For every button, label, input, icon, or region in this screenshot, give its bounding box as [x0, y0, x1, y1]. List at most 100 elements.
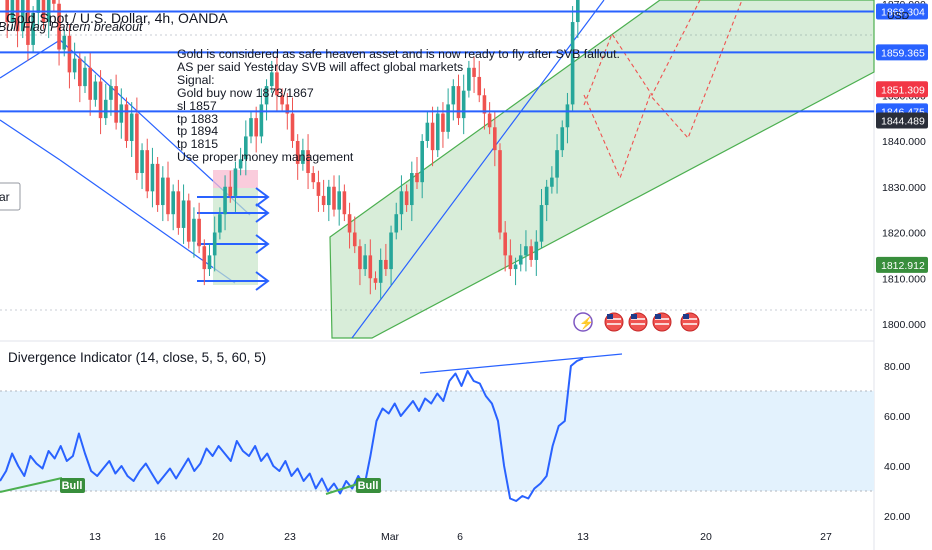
- candle-body: [570, 22, 575, 105]
- candle-body: [555, 150, 559, 178]
- indicator-band: [0, 391, 874, 491]
- x-tick-label: Mar: [381, 531, 400, 543]
- candle-body: [249, 118, 253, 137]
- candle-body: [171, 191, 175, 215]
- candle-body: [311, 173, 316, 183]
- steep-trendline: [351, 0, 605, 339]
- arrow-head: [255, 187, 270, 207]
- x-tick-label: 13: [89, 531, 101, 543]
- falling-channel-bottom: [0, 119, 61, 161]
- candle-body: [98, 81, 103, 119]
- price-tag: [876, 3, 928, 20]
- candle-body: [290, 113, 295, 141]
- candle-body: [119, 104, 124, 123]
- lightning-icon: ⚡: [579, 316, 594, 330]
- candle-body: [472, 67, 476, 77]
- candle-body: [129, 113, 134, 141]
- candlestick-series: [5, 0, 580, 299]
- candle-body: [181, 200, 186, 228]
- candle-body: [218, 214, 222, 233]
- candle-body: [233, 168, 238, 196]
- candle-body: [176, 191, 181, 228]
- candle-body: [430, 122, 435, 151]
- candle-body: [425, 122, 430, 141]
- note-line: sl 1857: [177, 98, 217, 113]
- candle-body: [186, 200, 191, 242]
- candle-body: [223, 186, 227, 215]
- price-tag-label: 1851.309: [881, 84, 925, 96]
- flag-canton: [683, 314, 689, 319]
- candle-body: [477, 76, 482, 96]
- price-tag: [876, 256, 928, 273]
- chart-title: Gold Spot / U.S. Dollar, 4h, OANDA: [6, 10, 228, 26]
- candle-body: [399, 191, 404, 215]
- candle-body: [36, 0, 41, 13]
- candle-body: [93, 81, 98, 100]
- note-line: tp 1894: [177, 124, 219, 139]
- candle-body: [150, 163, 155, 192]
- candle-body: [238, 159, 243, 169]
- candle-body: [342, 191, 347, 215]
- arrow-head: [255, 271, 270, 291]
- candle-body: [358, 246, 362, 270]
- candle-body: [285, 104, 290, 114]
- candle-body: [456, 86, 461, 119]
- falling-channel-top: [0, 39, 61, 79]
- price-tag: [876, 44, 928, 61]
- candle-body: [57, 3, 61, 50]
- note-line: AS per said Yesterday SVB will affect gl…: [177, 59, 464, 74]
- x-tick-label: 13: [577, 531, 589, 543]
- candle-body: [202, 246, 207, 270]
- candle-body: [482, 95, 487, 114]
- candle-body: [415, 173, 419, 183]
- candle-body: [52, 0, 56, 4]
- candle-body: [363, 255, 367, 270]
- bull-divergence-line: [0, 477, 63, 493]
- candle-body: [446, 104, 450, 132]
- candle-body: [140, 150, 144, 174]
- level-lines: ar Bull Flag Pattern breakout ⚡: [0, 10, 874, 332]
- note-line: tp 1883: [177, 111, 219, 126]
- candle-body: [560, 127, 565, 151]
- candle-body: [352, 232, 357, 247]
- candle-body: [78, 58, 82, 87]
- arrow-head: [255, 234, 270, 254]
- candle-body: [451, 86, 456, 105]
- candle-body: [461, 90, 466, 119]
- candle-body: [301, 150, 305, 164]
- price-axis: 1800.000 1810.000 1820.000 1830.000 1840.000…: [89, 0, 928, 543]
- candle-body: [254, 118, 258, 137]
- candle-body: [109, 86, 113, 100]
- rising-channel: [329, 0, 875, 339]
- candle-body: [88, 67, 92, 100]
- candle-body: [275, 72, 279, 96]
- candle-body: [114, 86, 118, 123]
- price-tag-label: 1812.912: [881, 260, 925, 272]
- note-line: tp 1815: [177, 137, 219, 152]
- candle-body: [62, 35, 67, 50]
- candle-body: [295, 141, 300, 164]
- left-label-box: [0, 182, 21, 211]
- candle-body: [373, 278, 378, 283]
- candle-body: [197, 218, 201, 247]
- candle-body: [135, 113, 139, 174]
- candle-body: [384, 259, 388, 270]
- bull-badge-label: Bull: [358, 480, 379, 492]
- price-tag: [876, 81, 928, 98]
- candle-body: [207, 255, 212, 270]
- candle-body: [259, 104, 264, 137]
- candle-body: [513, 264, 518, 270]
- x-tick-label: 20: [700, 531, 712, 543]
- x-tick-label: 16: [154, 531, 166, 543]
- indicator-tick-label: 20.00: [884, 511, 910, 523]
- indicator-tick-label: 40.00: [884, 461, 910, 473]
- projection-path: [583, 0, 701, 106]
- candle-body: [145, 150, 150, 192]
- bull-badge: [60, 478, 85, 493]
- candle-body: [155, 163, 160, 206]
- candle-body: [487, 113, 492, 128]
- candle-body: [15, 0, 20, 32]
- price-tag-label: 1844.489: [881, 115, 925, 127]
- candle-body: [269, 72, 274, 87]
